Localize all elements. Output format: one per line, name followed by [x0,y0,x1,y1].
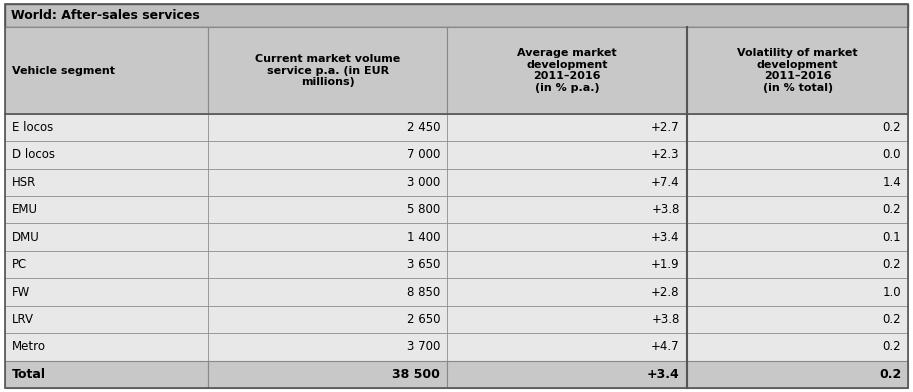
Bar [447,306,687,333]
Text: DMU: DMU [12,230,39,244]
Bar [5,306,208,333]
Bar [447,141,687,169]
Bar [5,333,208,361]
Bar [208,169,447,196]
Bar [447,196,687,223]
Text: LRV: LRV [12,313,34,326]
Text: Total: Total [12,368,46,381]
Bar [5,4,908,27]
Text: +1.9: +1.9 [651,258,679,271]
Bar [687,196,908,223]
Bar [447,169,687,196]
Bar [208,333,447,361]
Bar [447,27,687,114]
Bar [5,114,208,141]
Text: +4.7: +4.7 [651,340,679,354]
Bar [208,223,447,251]
Text: +2.3: +2.3 [651,148,679,162]
Text: 0.2: 0.2 [879,368,901,381]
Text: 2 650: 2 650 [406,313,440,326]
Bar [5,196,208,223]
Bar [5,141,208,169]
Text: Average market
development
2011–2016
(in % p.a.): Average market development 2011–2016 (in… [518,48,617,93]
Bar [5,361,208,388]
Text: 3 700: 3 700 [407,340,440,354]
Bar [208,114,447,141]
Bar [208,196,447,223]
Text: 1.0: 1.0 [883,285,901,299]
Bar [687,278,908,306]
Text: +3.8: +3.8 [651,203,679,216]
Text: +2.7: +2.7 [651,121,679,134]
Bar [687,361,908,388]
Bar [5,169,208,196]
Text: 0.2: 0.2 [883,340,901,354]
Bar [208,306,447,333]
Text: 38 500: 38 500 [393,368,440,381]
Text: 1 400: 1 400 [406,230,440,244]
Bar [208,361,447,388]
Text: 3 000: 3 000 [407,176,440,189]
Text: 1.4: 1.4 [882,176,901,189]
Bar [208,278,447,306]
Text: +3.4: +3.4 [647,368,679,381]
Text: D locos: D locos [12,148,55,162]
Text: 0.2: 0.2 [883,203,901,216]
Text: HSR: HSR [12,176,37,189]
Text: FW: FW [12,285,30,299]
Bar [5,251,208,278]
Bar [687,223,908,251]
Bar [447,361,687,388]
Text: PC: PC [12,258,27,271]
Text: 0.2: 0.2 [883,258,901,271]
Text: 7 000: 7 000 [407,148,440,162]
Text: Current market volume
service p.a. (in EUR
millions): Current market volume service p.a. (in E… [255,54,400,87]
Text: E locos: E locos [12,121,53,134]
Bar [687,141,908,169]
Bar [447,114,687,141]
Bar [5,27,208,114]
Text: 0.2: 0.2 [883,313,901,326]
Text: 8 850: 8 850 [407,285,440,299]
Text: Vehicle segment: Vehicle segment [12,65,115,76]
Bar [447,251,687,278]
Bar [687,333,908,361]
Bar [687,306,908,333]
Text: 2 450: 2 450 [406,121,440,134]
Text: +3.4: +3.4 [651,230,679,244]
Text: 0.2: 0.2 [883,121,901,134]
Bar [208,27,447,114]
Bar [687,27,908,114]
Bar [687,114,908,141]
Bar [687,251,908,278]
Bar [447,333,687,361]
Text: Volatility of market
development
2011–2016
(in % total): Volatility of market development 2011–20… [738,48,858,93]
Text: 0.1: 0.1 [883,230,901,244]
Text: Metro: Metro [12,340,46,354]
Bar [208,251,447,278]
Text: +2.8: +2.8 [651,285,679,299]
Text: World: After-sales services: World: After-sales services [11,9,200,22]
Bar [447,278,687,306]
Text: 5 800: 5 800 [407,203,440,216]
Text: +7.4: +7.4 [651,176,679,189]
Text: +3.8: +3.8 [651,313,679,326]
Bar [447,223,687,251]
Text: EMU: EMU [12,203,37,216]
Text: 3 650: 3 650 [407,258,440,271]
Text: 0.0: 0.0 [883,148,901,162]
Bar [687,169,908,196]
Bar [5,278,208,306]
Bar [5,223,208,251]
Bar [208,141,447,169]
